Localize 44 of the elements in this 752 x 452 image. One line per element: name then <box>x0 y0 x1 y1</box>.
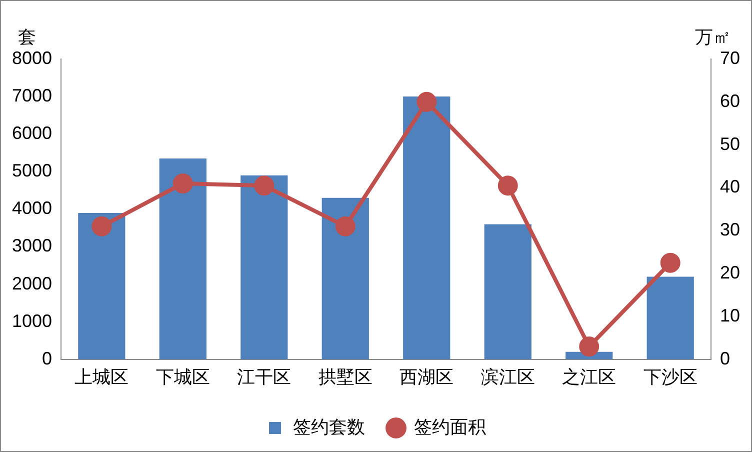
bar <box>484 224 532 360</box>
x-tick-label: 下沙区 <box>643 367 698 388</box>
y2-tick-label: 70 <box>720 48 740 68</box>
x-tick-label: 之江区 <box>562 367 616 388</box>
y2-tick-label: 50 <box>720 134 740 154</box>
legend-label: 签约套数 <box>293 416 365 437</box>
y-tick-label: 8000 <box>12 48 52 68</box>
y-axis-title: 套 <box>18 26 36 47</box>
legend-label: 签约面积 <box>414 416 486 437</box>
bar <box>78 212 126 360</box>
y-tick-label: 2000 <box>12 273 52 294</box>
x-tick-label: 西湖区 <box>400 367 454 388</box>
bar <box>403 96 450 360</box>
point <box>172 173 193 194</box>
y-tick-label: 7000 <box>12 86 52 106</box>
y2-tick-label: 30 <box>720 220 740 240</box>
point <box>498 176 518 196</box>
bar <box>159 158 206 360</box>
point <box>254 176 274 196</box>
point <box>660 252 680 273</box>
y2-tick-label: 40 <box>720 176 740 197</box>
y-tick-label: 3000 <box>12 236 52 256</box>
bar <box>240 175 288 360</box>
y-tick-label: 4000 <box>12 198 52 218</box>
bar <box>322 198 369 360</box>
x-tick-label: 拱墅区 <box>318 367 372 388</box>
bar <box>646 276 694 360</box>
x-tick-label: 上城区 <box>74 367 129 388</box>
point <box>579 336 600 357</box>
x-tick-label: 滨江区 <box>480 367 535 388</box>
y-tick-label: 6000 <box>12 123 52 144</box>
y-tick-label: 1000 <box>12 310 52 331</box>
x-tick-label: 江干区 <box>237 367 292 388</box>
y-tick-label: 5000 <box>12 160 52 181</box>
point <box>92 216 112 236</box>
x-tick-label: 下城区 <box>156 367 210 388</box>
y2-tick-label: 20 <box>720 262 740 283</box>
point <box>416 92 437 112</box>
y2-tick-label: 60 <box>720 90 740 111</box>
y-tick-label: 0 <box>42 348 52 368</box>
y2-tick-label: 10 <box>720 305 740 326</box>
y2-tick-label: 0 <box>720 348 730 368</box>
y2-axis-title: 万㎡ <box>695 26 731 47</box>
point <box>335 216 356 236</box>
